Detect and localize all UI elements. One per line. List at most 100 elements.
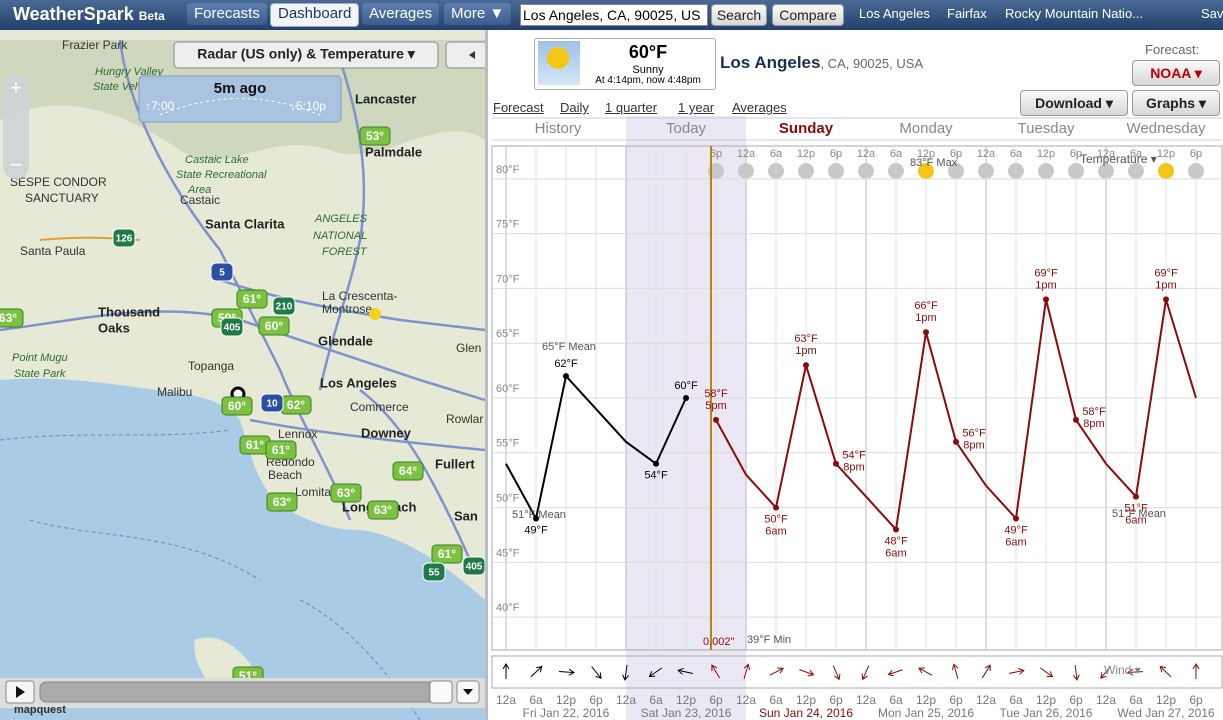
- point: [1013, 515, 1019, 522]
- mean-note: 65°F Mean: [542, 341, 596, 353]
- point: [893, 526, 899, 533]
- graphs-dropdown[interactable]: Graphs ▾: [1132, 90, 1220, 116]
- map-label: Castaic: [180, 193, 220, 207]
- search-input[interactable]: Los Angeles, CA, 90025, US: [520, 4, 708, 26]
- brand[interactable]: WeatherSpark Beta: [13, 4, 165, 25]
- temperature-menu[interactable]: Temperature ▾: [1080, 152, 1157, 166]
- map-label: Santa Clarita: [205, 216, 285, 231]
- day-tab[interactable]: Wednesday: [1127, 120, 1206, 137]
- value-label: 49°F: [524, 524, 548, 536]
- weather-icon: [768, 163, 784, 179]
- point: [653, 460, 659, 467]
- value-label: 69°F: [1034, 267, 1058, 279]
- view-link[interactable]: Daily: [560, 100, 589, 115]
- wind-arrow: [622, 664, 629, 681]
- temperature-value: 63°: [337, 486, 355, 500]
- view-link[interactable]: 1 quarter: [605, 100, 658, 115]
- temperature-value: 61°: [246, 438, 264, 452]
- recent-link[interactable]: Sav: [1201, 6, 1223, 21]
- x-tick-label: 12a: [616, 693, 636, 707]
- layer-dropdown[interactable]: [173, 41, 439, 69]
- min-note: 39°F Min: [747, 634, 791, 646]
- day-tab[interactable]: Monday: [899, 120, 953, 137]
- slider-handle[interactable]: [429, 680, 453, 704]
- x-tick-label: 6a: [889, 693, 903, 707]
- wind-head: [568, 668, 575, 676]
- temperature-value: 64°: [399, 464, 417, 478]
- wind-menu[interactable]: Wind ▾: [1104, 663, 1141, 677]
- wind-head: [1100, 672, 1107, 679]
- weather-icon: [738, 163, 754, 179]
- top-tick-label: 6p: [710, 148, 722, 160]
- wind-arrow: [711, 664, 721, 679]
- y-tick-label: 65°F: [496, 328, 520, 340]
- view-link[interactable]: Forecast: [493, 100, 544, 115]
- temperature-chart: History Today Sunday Monday Tuesday Wedn…: [491, 116, 1223, 720]
- wind-shaft: [1160, 666, 1172, 678]
- zoom-control[interactable]: [3, 75, 29, 179]
- wind-arrow: [743, 663, 751, 679]
- x-tick-label: 12p: [556, 693, 576, 707]
- download-dropdown[interactable]: Download ▾: [1020, 90, 1128, 116]
- search-button[interactable]: Search: [711, 4, 767, 26]
- time-label: 8pm: [963, 440, 984, 452]
- x-tick-label: 6p: [1189, 693, 1203, 707]
- day-tab[interactable]: History: [535, 120, 582, 137]
- nav-tab[interactable]: Forecasts: [187, 3, 267, 25]
- wind-arrow: [530, 665, 543, 678]
- compare-button[interactable]: Compare: [772, 4, 844, 26]
- wind-shaft: [1040, 667, 1052, 677]
- top-tick-label: 6a: [890, 148, 903, 160]
- x-tick-label: 6p: [829, 693, 843, 707]
- map[interactable]: Frazier Park Hungry Valley State Vehicul…: [0, 30, 485, 720]
- y-tick-label: 40°F: [496, 602, 520, 614]
- value-label: 54°F: [644, 470, 668, 482]
- nav-tab[interactable]: Averages: [362, 3, 440, 25]
- splitter[interactable]: [485, 30, 488, 720]
- day-tab[interactable]: Today: [666, 120, 707, 137]
- day-tab[interactable]: Sunday: [779, 120, 834, 137]
- weather-icon: [798, 163, 814, 179]
- nav-tab[interactable]: More ▼: [444, 3, 512, 25]
- sunset: ↓5:10p: [290, 99, 326, 113]
- sun-icon: [547, 47, 569, 69]
- x-tick-label: 12a: [736, 693, 756, 707]
- point: [1133, 493, 1139, 500]
- wind-arrow: [1072, 664, 1080, 681]
- source-dropdown[interactable]: NOAA ▾: [1132, 60, 1220, 86]
- temperature-badge: [265, 440, 297, 460]
- top-tick-label: 6a: [770, 148, 783, 160]
- map-label: Lomita: [295, 485, 331, 499]
- recent-link[interactable]: Fairfax: [947, 6, 987, 21]
- weather-icon: [1098, 163, 1114, 179]
- point: [833, 460, 839, 467]
- location-title: Los Angeles, CA, 90025, USA: [720, 53, 923, 73]
- layer-label[interactable]: Radar (US only) & Temperature ▾: [197, 46, 416, 62]
- point: [563, 373, 569, 380]
- temperature-value: 60°: [265, 319, 283, 333]
- x-tick-label: 12p: [676, 693, 696, 707]
- value-label: 69°F: [1154, 267, 1178, 279]
- highway-shields: 126 5 210 405 10 55 405: [112, 228, 485, 582]
- highway-number: 126: [116, 234, 133, 245]
- value-label: 50°F: [764, 513, 788, 525]
- timeline-slider[interactable]: [39, 681, 453, 703]
- day-tab[interactable]: Tuesday: [1018, 120, 1075, 137]
- nav-tab[interactable]: Dashboard: [270, 3, 360, 27]
- view-link[interactable]: 1 year: [678, 100, 715, 115]
- wind-shaft: [862, 665, 870, 679]
- zoom-in[interactable]: +: [10, 77, 22, 99]
- x-tick-label: 12p: [796, 693, 816, 707]
- time-buttons[interactable]: [445, 41, 485, 69]
- recent-link[interactable]: Los Angeles: [859, 6, 930, 21]
- recent-link[interactable]: Rocky Mountain Natio...: [1005, 6, 1144, 21]
- view-link[interactable]: Averages: [732, 100, 787, 115]
- wind-shaft: [832, 665, 840, 679]
- zoom-out[interactable]: −: [10, 152, 23, 177]
- x-tick-label: 12a: [496, 693, 516, 707]
- wind-shaft: [649, 667, 663, 677]
- wind-arrow: [1159, 665, 1172, 678]
- value-label: 62°F: [554, 358, 578, 370]
- brand-name[interactable]: WeatherSpark: [13, 4, 134, 24]
